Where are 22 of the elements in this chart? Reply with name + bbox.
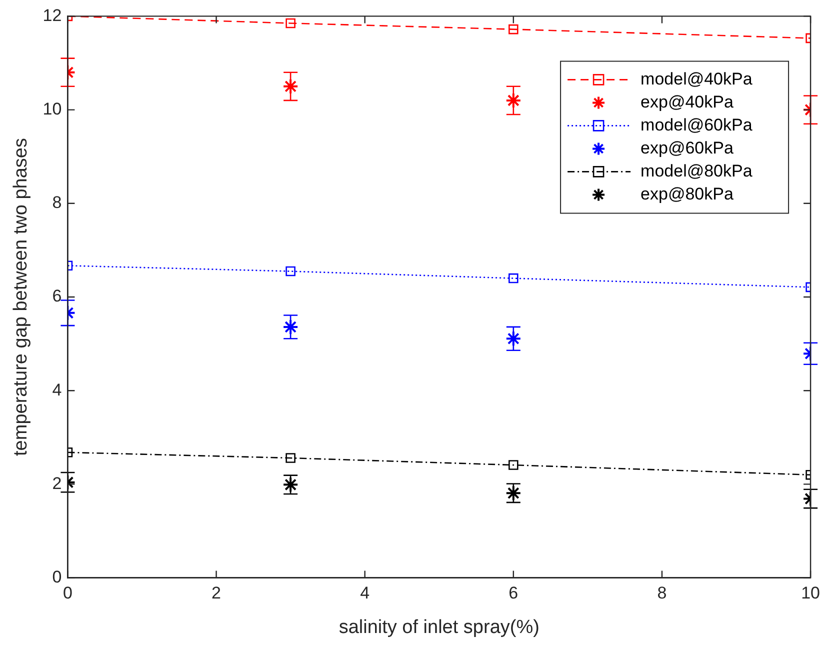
y-tick-label: 2 (52, 474, 62, 493)
y-tick-label: 12 (42, 6, 62, 25)
legend-label: exp@80kPa (640, 184, 734, 204)
y-tick-label: 10 (42, 99, 62, 118)
y-tick-label: 6 (52, 286, 62, 306)
y-tick-label: 8 (52, 193, 62, 212)
legend-label: exp@60kPa (640, 138, 734, 158)
point (286, 18, 296, 28)
y-tick-label: 4 (52, 380, 62, 400)
legend-label: model@80kPa (640, 161, 753, 180)
x-axis-title: salinity of inlet spray(%) (338, 616, 540, 638)
y-tick-label: 0 (52, 567, 62, 586)
y-axis-title: temperature gap between two phases (10, 138, 32, 456)
legend-label: model@60kPa (640, 115, 753, 134)
legend-label: model@40kPa (640, 69, 753, 88)
x-tick-label: 10 (801, 584, 820, 603)
x-tick-label: 4 (360, 584, 370, 603)
legend-label: exp@40kPa (640, 92, 734, 112)
x-tick-label: 8 (657, 584, 667, 603)
x-tick-label: 6 (508, 584, 518, 603)
point (508, 24, 518, 34)
x-tick-label: 2 (212, 584, 222, 603)
